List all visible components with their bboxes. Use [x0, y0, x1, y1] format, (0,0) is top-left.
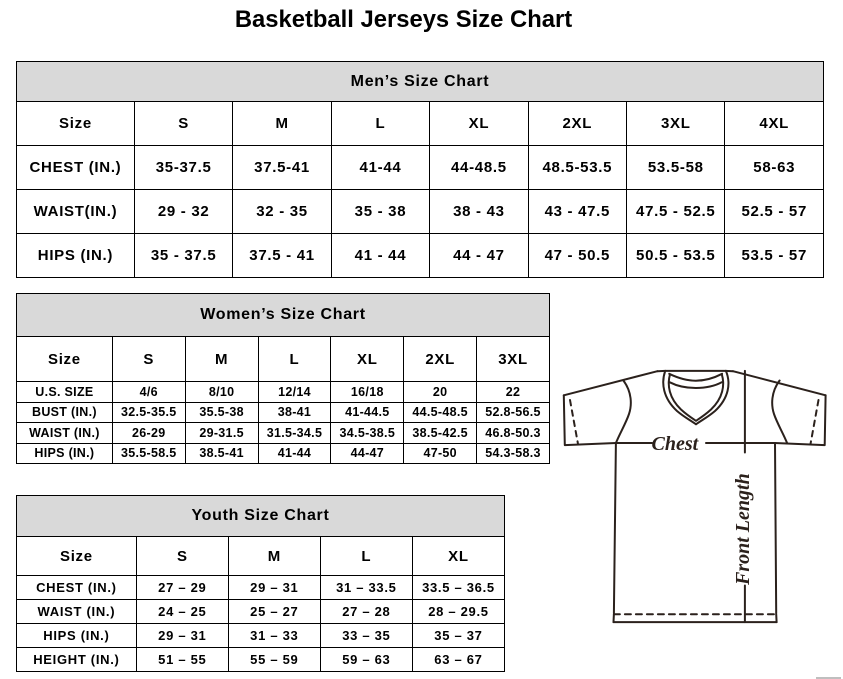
svg-text:Front Length: Front Length	[732, 473, 754, 586]
svg-text:Chest: Chest	[652, 433, 700, 455]
